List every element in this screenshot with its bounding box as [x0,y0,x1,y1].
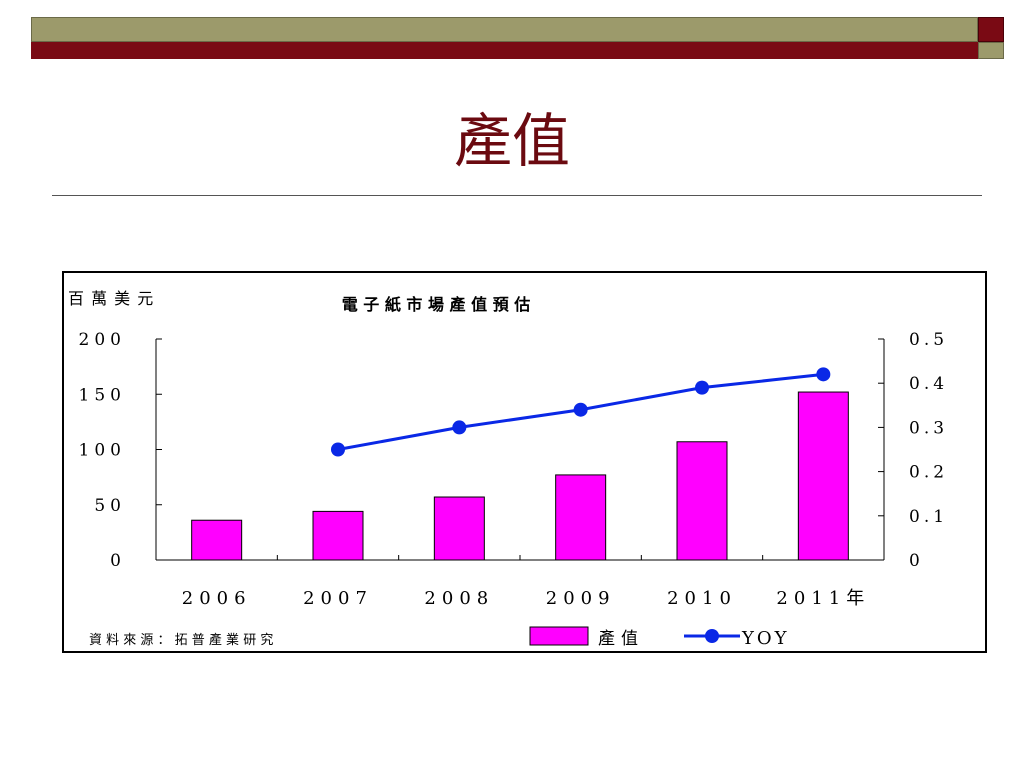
legend-line-label: YOY [741,628,790,649]
x-tick-label: 2010 [667,588,737,609]
header-square-maroon [978,17,1004,42]
yoy-point [695,380,709,395]
y-tick-label-left: 50 [94,496,126,516]
chart-source: 資 料 來 源 ： 拓 普 產 業 研 究 [89,632,273,648]
bar-2010 [676,441,728,561]
y-tick-label-right: 0.1 [909,507,948,527]
bar-2008 [433,496,485,561]
header-square-olive [978,42,1004,59]
y-tick-label-left: 150 [79,385,126,405]
y-tick-label-right: 0.3 [909,418,948,438]
slide-title: 產值 [453,107,570,175]
yoy-point [816,367,831,382]
bar-2011年 [797,391,849,561]
legend-bar-label: 產值 [598,629,644,649]
legend-line-marker [705,629,719,643]
bar-2009 [555,474,607,561]
y-tick-label-left: 0 [110,551,126,571]
y-tick-label-right: 0.2 [909,463,948,483]
x-tick-label: 2006 [182,588,252,609]
y-tick-label-left: 200 [79,330,126,350]
y-tick-label-right: 0.4 [909,374,948,394]
yoy-point [452,420,467,435]
chart: 百 萬 美 元 電 子 紙 市 場 產 值 預 估 資 料 來 源 ： 拓 普 … [68,289,948,649]
x-tick-label: 2009 [546,588,616,609]
title-divider [52,195,982,196]
x-tick-label: 2007 [303,588,373,609]
yoy-point [331,442,345,457]
x-tick-label: 2011年 [776,588,870,609]
bar-2007 [312,510,364,561]
x-tick-label: 2008 [424,588,494,609]
yoy-point [573,402,588,417]
header-bar-olive [31,17,978,42]
y-tick-label-right: 0 [909,551,924,571]
bar-2006 [191,519,243,561]
plot-area: 200 150 100 50 0 0.5 0.4 0.3 0.2 0.1 0 2006 2007 2008… [79,330,948,609]
chart-title: 電 子 紙 市 場 產 值 預 估 [342,295,531,314]
legend-bar-swatch [529,626,589,646]
chart-legend: 產值 YOY [529,626,790,649]
header-bar-maroon [31,42,978,59]
chart-frame: 百 萬 美 元 電 子 紙 市 場 產 值 預 估 資 料 來 源 ： 拓 普 … [62,271,987,653]
chart-ylabel: 百 萬 美 元 [68,289,154,308]
y-tick-label-left: 100 [79,441,126,461]
y-tick-label-right: 0.5 [909,330,948,350]
